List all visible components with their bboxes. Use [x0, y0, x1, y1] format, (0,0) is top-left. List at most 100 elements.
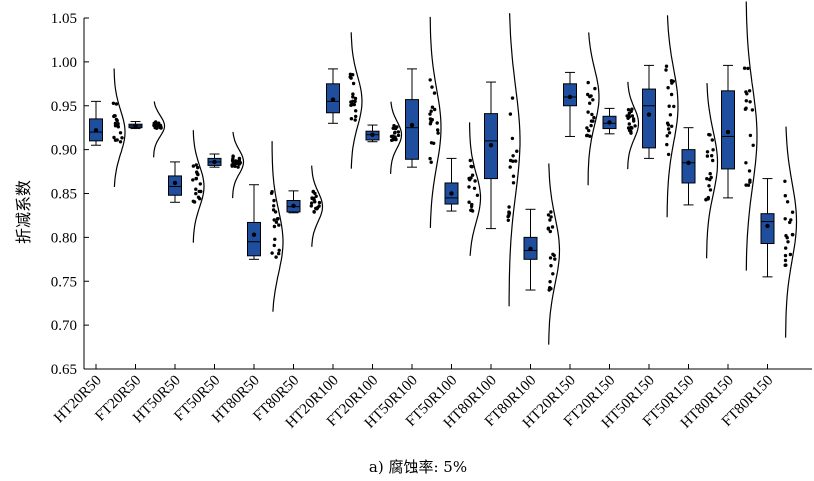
data-point: [791, 233, 795, 237]
data-point: [507, 211, 512, 215]
data-point: [470, 202, 474, 207]
data-point: [708, 133, 712, 137]
data-point: [506, 214, 510, 219]
mean-marker: [93, 128, 99, 133]
data-point: [587, 128, 591, 133]
data-point: [467, 185, 471, 189]
data-point: [783, 179, 787, 183]
data-point: [430, 105, 435, 109]
density-curve: [113, 68, 126, 187]
data-point: [234, 159, 238, 163]
data-point: [113, 124, 118, 128]
data-point: [428, 117, 433, 121]
data-point: [783, 194, 787, 198]
data-point: [475, 193, 480, 197]
y-tick-label: 0.90: [51, 143, 77, 159]
data-point: [783, 253, 788, 258]
data-point: [277, 248, 281, 252]
data-point: [194, 176, 199, 181]
data-point: [236, 165, 240, 169]
y-axis-label: 折减系数: [14, 180, 33, 244]
data-point: [115, 138, 119, 142]
data-point: [665, 142, 669, 147]
data-point: [231, 160, 235, 164]
data-point: [194, 191, 198, 196]
data-point: [784, 246, 788, 250]
y-tick-label: 0.65: [51, 362, 77, 378]
data-point: [711, 148, 715, 152]
data-point: [548, 256, 553, 260]
mean-marker: [172, 180, 178, 186]
data-point: [631, 117, 636, 121]
data-point: [351, 95, 355, 99]
data-point: [231, 157, 235, 161]
data-point: [667, 131, 672, 135]
data-point: [394, 126, 398, 130]
data-point: [708, 188, 713, 192]
data-point: [394, 137, 398, 142]
density-curve: [311, 165, 324, 247]
mean-marker: [528, 246, 533, 251]
data-point: [353, 99, 357, 104]
data-point: [511, 181, 516, 185]
data-point: [158, 123, 163, 128]
data-point: [351, 102, 355, 107]
density-curve: [666, 15, 679, 218]
data-point: [311, 190, 315, 194]
data-point: [710, 154, 714, 158]
data-point: [750, 108, 755, 112]
data-point: [391, 134, 395, 138]
data-point: [546, 226, 551, 230]
data-point: [506, 218, 510, 222]
data-point: [429, 160, 433, 164]
data-point: [349, 117, 354, 121]
data-point: [669, 79, 674, 83]
data-point: [194, 163, 198, 167]
data-point: [708, 172, 712, 176]
data-point: [115, 118, 119, 123]
data-point: [744, 99, 748, 103]
data-point: [351, 92, 355, 96]
data-point: [751, 143, 755, 147]
density-curve: [508, 13, 521, 307]
data-point: [586, 110, 590, 114]
data-point: [669, 92, 674, 97]
density-curve: [390, 101, 403, 174]
mean-marker: [409, 122, 415, 128]
data-point: [196, 165, 200, 170]
data-point: [666, 152, 671, 157]
density-curve: [785, 126, 798, 338]
y-tick-label: 1.00: [51, 55, 77, 71]
data-point: [354, 109, 358, 113]
density-curve: [350, 32, 363, 169]
data-point: [510, 96, 515, 100]
data-point: [468, 178, 472, 182]
data-point: [784, 234, 788, 238]
data-point: [590, 112, 594, 117]
y-tick-label: 1.05: [51, 11, 77, 27]
data-point: [467, 200, 471, 204]
mean-marker: [133, 123, 138, 129]
data-point: [277, 223, 281, 227]
data-point: [199, 189, 203, 194]
data-point: [513, 159, 518, 163]
data-point: [592, 115, 596, 120]
mean-marker: [370, 132, 375, 137]
data-point: [276, 217, 280, 221]
density-curve: [232, 131, 245, 199]
y-tick-label: 0.75: [51, 274, 77, 290]
data-point: [194, 187, 198, 191]
data-point: [116, 125, 121, 129]
data-point: [709, 175, 713, 180]
data-point: [309, 204, 313, 208]
data-point: [469, 164, 473, 169]
data-point: [428, 78, 432, 82]
data-point: [664, 64, 669, 68]
data-point: [627, 122, 631, 126]
data-point: [508, 112, 513, 116]
data-point: [273, 237, 277, 241]
data-point: [549, 264, 553, 268]
data-point: [549, 287, 553, 291]
data-point: [112, 135, 116, 140]
data-point: [586, 80, 590, 85]
